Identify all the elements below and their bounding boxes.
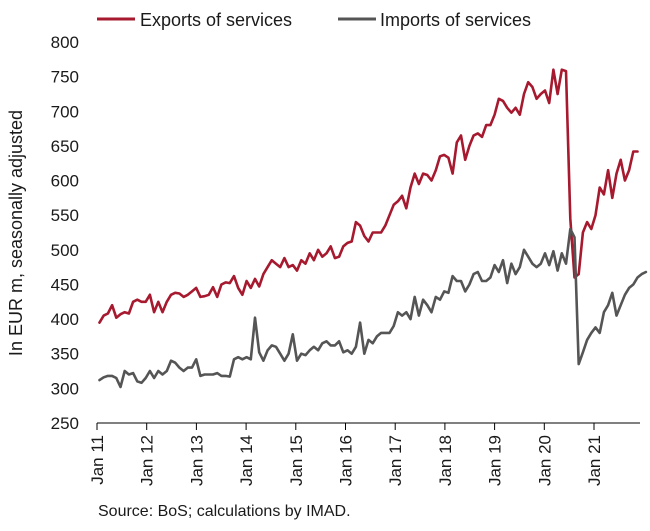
y-tick-label: 250 [51, 414, 79, 433]
series-line-imports [98, 227, 648, 389]
legend-label-imports: Imports of services [380, 10, 531, 30]
x-tick-label: Jan 12 [138, 435, 157, 486]
y-tick-label: 300 [51, 379, 79, 398]
x-tick-label: Jan 15 [287, 435, 306, 486]
y-axis-ticks: 250 300 350 400 450 500 550 600 650 700 750 800 [51, 33, 79, 433]
x-tick-label: Jan 19 [486, 435, 505, 486]
x-tick-label: Jan 16 [337, 435, 356, 486]
series-line-exports [98, 68, 639, 324]
y-tick-label: 350 [51, 345, 79, 364]
x-tick-label: Jan 18 [436, 435, 455, 486]
y-tick-label: 750 [51, 68, 79, 87]
source-note: Source: BoS; calculations by IMAD. [98, 503, 351, 520]
y-tick-label: 650 [51, 137, 79, 156]
legend-label-exports: Exports of services [140, 10, 292, 30]
y-tick-label: 400 [51, 310, 79, 329]
y-tick-label: 800 [51, 33, 79, 52]
y-tick-label: 600 [51, 172, 79, 191]
x-tick-label: Jan 17 [386, 435, 405, 486]
y-tick-label: 450 [51, 275, 79, 294]
x-axis: Jan 11 Jan 12 Jan 13 Jan 14 Jan 15 Jan 16 Jan … [88, 422, 640, 486]
x-tick-label: Jan 20 [535, 435, 554, 486]
y-tick-label: 700 [51, 102, 79, 121]
y-tick-label: 550 [51, 206, 79, 225]
x-tick-label: Jan 11 [88, 435, 107, 485]
y-tick-label: 500 [51, 241, 79, 260]
line-chart: Exports of services Imports of services … [6, 10, 648, 486]
x-tick-label: Jan 13 [187, 435, 206, 486]
x-tick-label: Jan 14 [237, 435, 256, 486]
series-group [98, 68, 648, 389]
legend: Exports of services Imports of services [97, 10, 531, 30]
y-axis-title: In EUR m, seasonally adjusted [6, 110, 26, 356]
x-tick-label: Jan 21 [585, 435, 604, 486]
